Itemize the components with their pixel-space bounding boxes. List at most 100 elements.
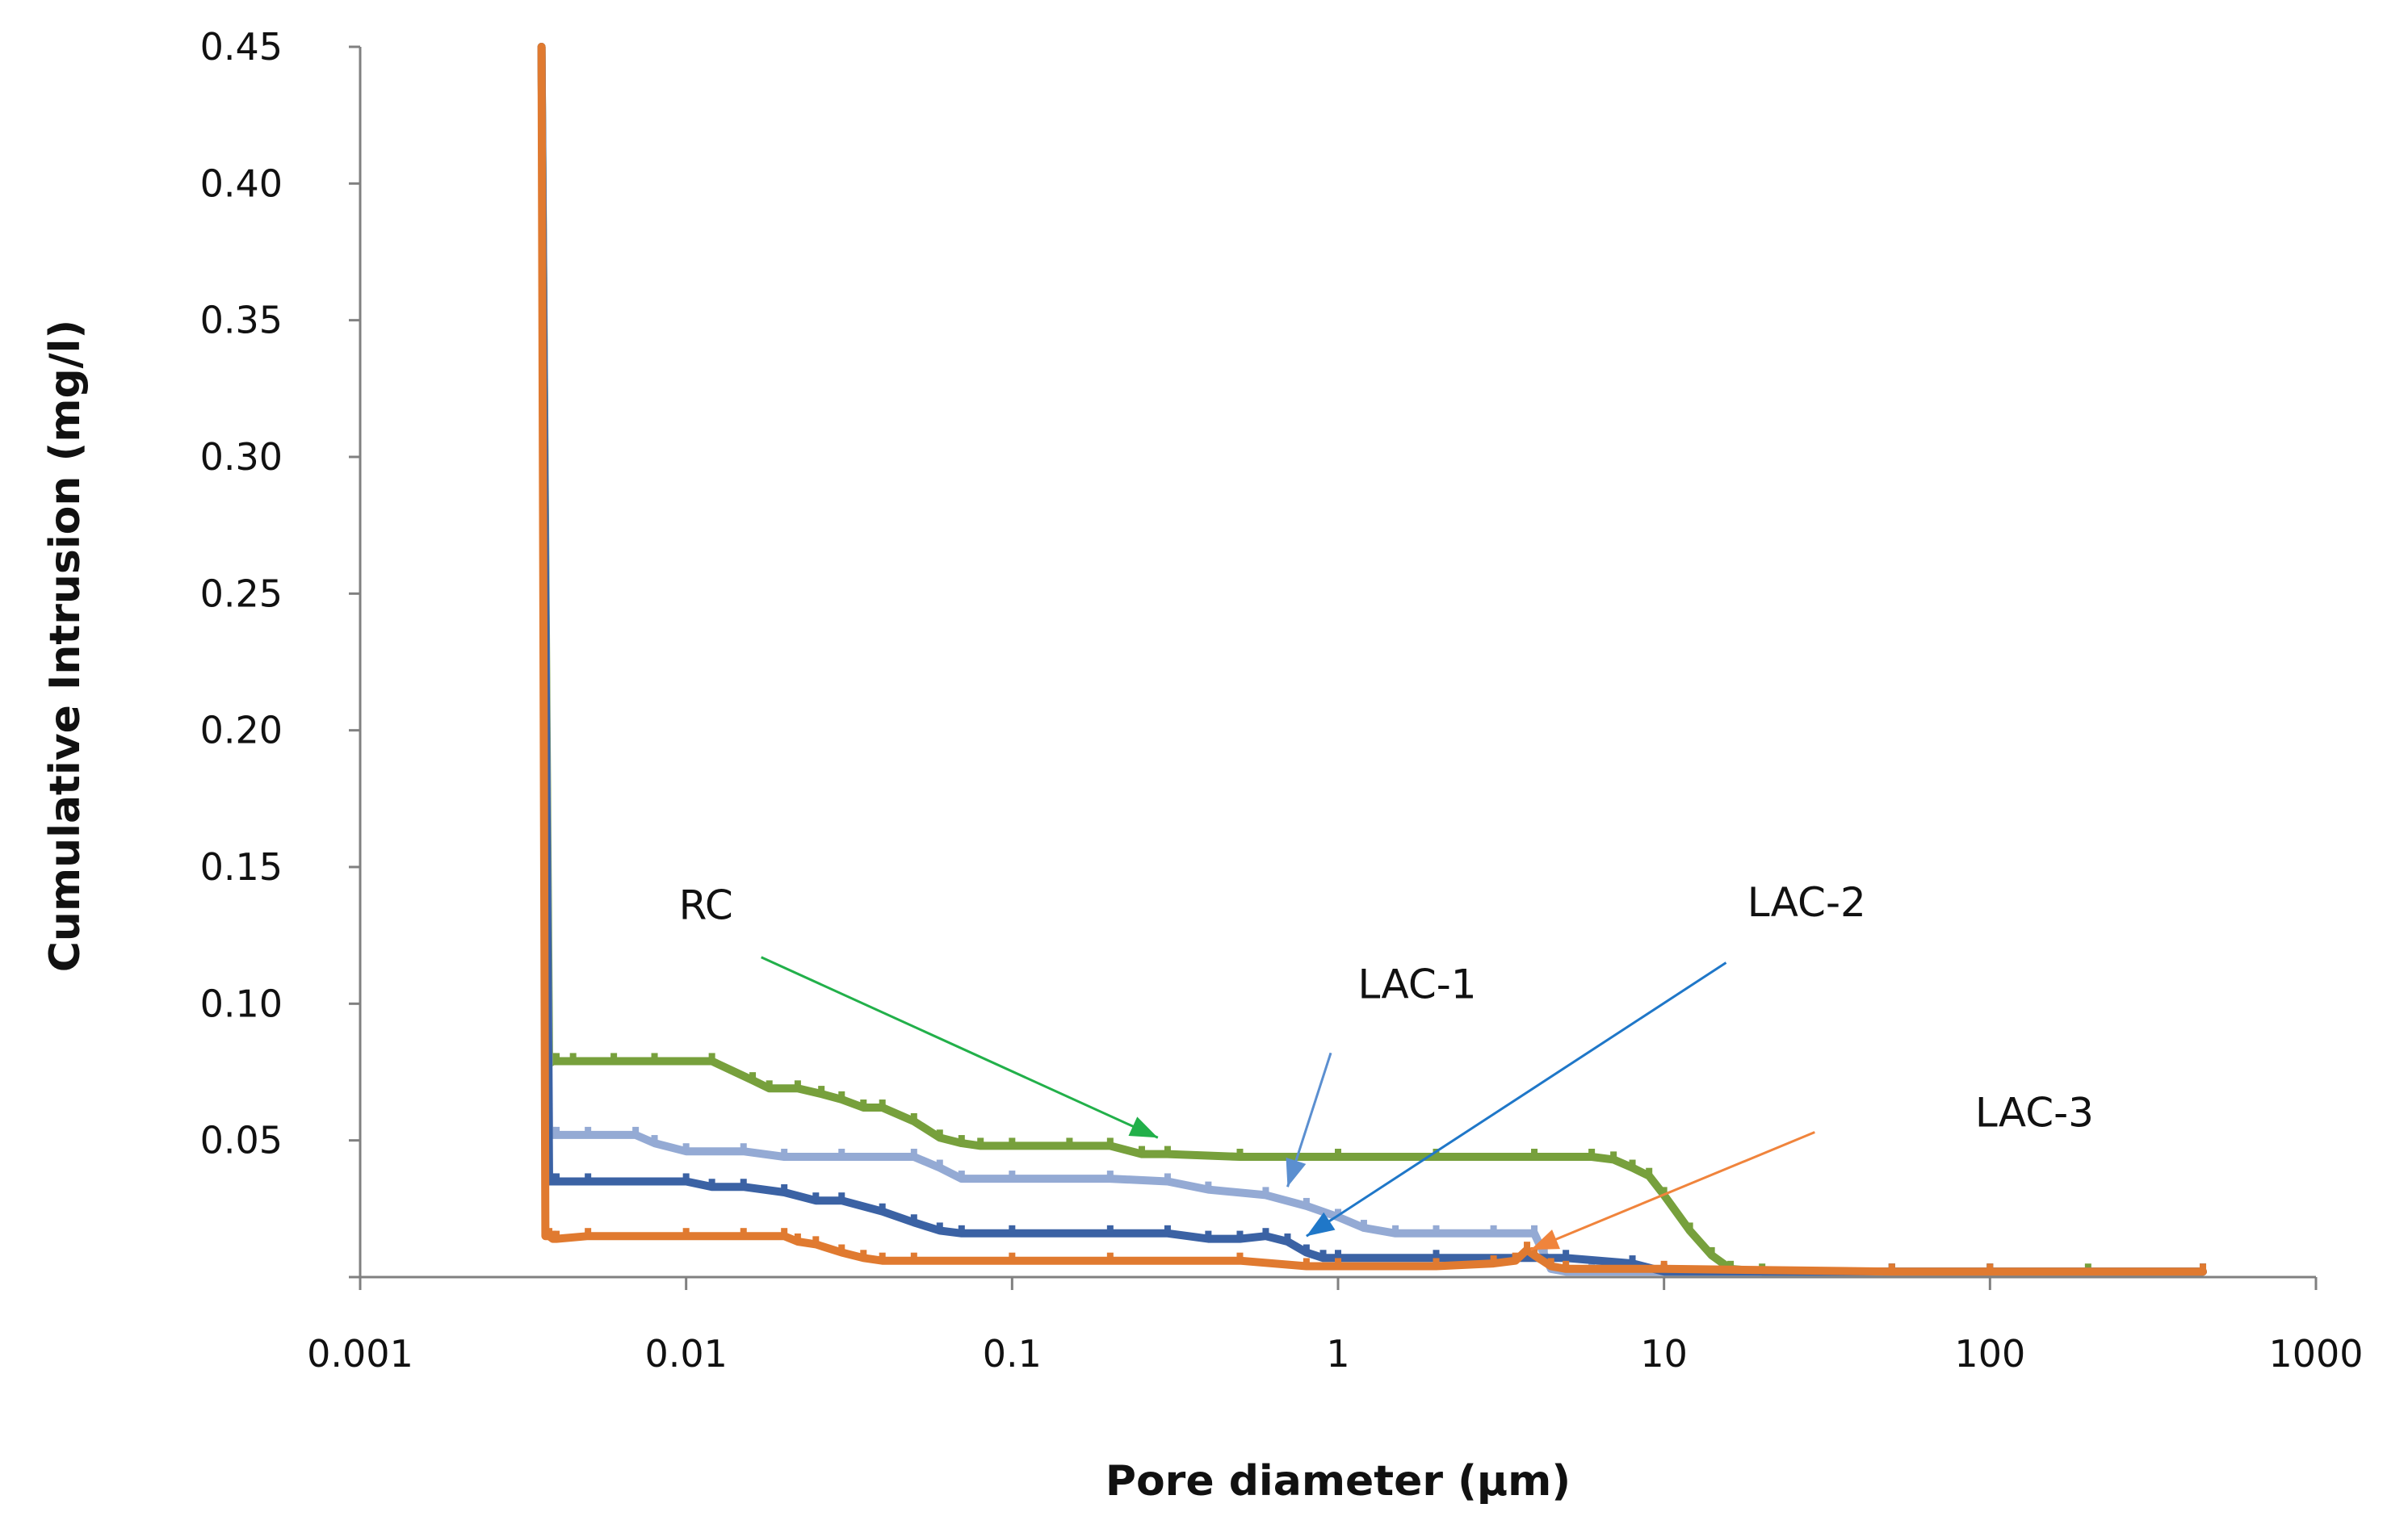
- annotation-lac-1: LAC-1: [1286, 961, 1477, 1187]
- data-point-rc: [1009, 1137, 1016, 1145]
- data-point-lac-2: [1335, 1250, 1341, 1257]
- data-point-lac-2: [553, 1173, 560, 1180]
- y-tick-label: 0.35: [200, 299, 283, 342]
- data-point-rc: [958, 1135, 965, 1142]
- data-point-lac-3: [1490, 1255, 1497, 1263]
- data-point-rc: [1708, 1246, 1715, 1254]
- data-point-lac-2: [740, 1179, 747, 1186]
- data-point-lac-3: [1433, 1258, 1440, 1265]
- data-point-lac-2: [585, 1173, 592, 1180]
- data-point-lac-2: [812, 1192, 820, 1200]
- data-point-lac-1: [958, 1171, 965, 1178]
- y-axis: 0.05 0.10 0.15 0.20 0.25 0.30 0.35 0.40 0.45: [200, 25, 362, 1279]
- annotation-label-rc: RC: [679, 882, 733, 928]
- data-point-rc: [1236, 1148, 1244, 1155]
- annotation-arrow-lac-2: [1306, 961, 1727, 1238]
- data-point-rc: [1588, 1148, 1596, 1155]
- annotation-arrowhead-lac-2: [1306, 1212, 1336, 1237]
- data-point-lac-3: [1563, 1260, 1570, 1267]
- data-point-lac-3: [879, 1252, 886, 1259]
- data-point-lac-2: [936, 1222, 943, 1229]
- data-point-rc: [1531, 1148, 1538, 1155]
- data-point-rc: [569, 1053, 577, 1060]
- data-point-lac-3: [812, 1236, 820, 1243]
- data-point-lac-3: [1986, 1263, 1994, 1271]
- data-point-rc: [1686, 1222, 1693, 1229]
- data-point-rc: [708, 1053, 715, 1060]
- data-point-lac-2: [1319, 1250, 1327, 1257]
- data-point-lac-2: [958, 1225, 965, 1232]
- data-point-rc: [794, 1080, 801, 1087]
- data-point-lac-3: [794, 1233, 801, 1240]
- data-point-rc: [1106, 1137, 1114, 1145]
- data-point-rc: [1660, 1187, 1668, 1194]
- data-point-lac-2: [1205, 1230, 1212, 1238]
- x-tick-label: 0.1: [983, 1332, 1042, 1376]
- data-point-rc: [860, 1099, 867, 1107]
- data-point-rc: [838, 1091, 845, 1098]
- annotation-lac-2: LAC-2: [1306, 879, 1866, 1238]
- data-point-lac-1: [910, 1148, 917, 1155]
- data-point-lac-3: [1547, 1258, 1554, 1265]
- data-point-rc: [1727, 1260, 1735, 1267]
- data-point-lac-1: [682, 1143, 690, 1150]
- data-point-lac-2: [1629, 1255, 1636, 1263]
- data-point-lac-3: [1660, 1260, 1668, 1267]
- data-point-lac-2: [1433, 1250, 1440, 1257]
- annotation-arrowhead-lac-3: [1530, 1229, 1560, 1250]
- data-point-lac-1: [1392, 1225, 1399, 1232]
- data-point-lac-3: [910, 1252, 917, 1259]
- data-point-lac-3: [585, 1228, 592, 1235]
- data-point-rc: [651, 1053, 658, 1060]
- data-point-rc: [749, 1072, 757, 1079]
- data-point-lac-3: [549, 1230, 556, 1238]
- data-point-lac-3: [2200, 1263, 2207, 1271]
- data-point-rc: [879, 1099, 886, 1107]
- data-point-rc: [936, 1129, 943, 1137]
- data-point-lac-3: [1512, 1252, 1519, 1259]
- data-point-rc: [1610, 1151, 1617, 1158]
- x-tick-label: 0.01: [644, 1332, 727, 1376]
- data-point-lac-2: [708, 1179, 715, 1186]
- data-point-lac-1: [838, 1148, 845, 1155]
- data-point-lac-1: [632, 1126, 640, 1133]
- data-point-lac-3: [860, 1250, 867, 1257]
- data-point-lac-1: [585, 1126, 592, 1133]
- data-point-lac-1: [1205, 1181, 1212, 1188]
- data-point-rc: [610, 1053, 618, 1060]
- annotation-arrowhead-lac-1: [1286, 1157, 1307, 1187]
- data-point-rc: [1066, 1137, 1073, 1145]
- data-point-rc: [766, 1080, 773, 1087]
- data-point-lac-3: [1335, 1258, 1341, 1265]
- data-point-lac-1: [1009, 1171, 1016, 1178]
- data-point-lac-1: [1433, 1225, 1440, 1232]
- data-point-lac-2: [549, 1173, 556, 1180]
- data-point-rc: [553, 1053, 560, 1060]
- data-point-lac-2: [1303, 1244, 1310, 1251]
- annotation-label-lac-2: LAC-2: [1747, 879, 1866, 926]
- data-point-lac-1: [781, 1148, 788, 1155]
- data-point-lac-3: [1888, 1263, 1895, 1271]
- x-tick-label: 100: [1954, 1332, 2025, 1376]
- annotation-label-lac-1: LAC-1: [1358, 961, 1477, 1008]
- x-axis: 0.001 0.01 0.1 1 10 100 1000: [307, 1275, 2364, 1376]
- series-line-lac-3: [537, 43, 2207, 1276]
- data-point-lac-2: [838, 1192, 845, 1200]
- data-point-rc: [977, 1137, 984, 1145]
- x-tick-label: 1000: [2268, 1332, 2363, 1376]
- data-point-lac-1: [1531, 1225, 1538, 1232]
- data-point-lac-3: [1531, 1246, 1538, 1254]
- data-point-lac-2: [1262, 1228, 1269, 1235]
- data-point-lac-2: [1164, 1225, 1171, 1232]
- data-point-lac-1: [1262, 1187, 1269, 1194]
- data-point-lac-2: [781, 1184, 788, 1192]
- y-ticks: 0.05 0.10 0.15 0.20 0.25 0.30 0.35 0.40 0.45: [200, 25, 360, 1279]
- data-point-lac-3: [546, 1228, 553, 1235]
- annotation-arrow-lac-3: [1530, 1131, 1815, 1251]
- y-tick-label: 0.45: [200, 25, 283, 69]
- data-point-rc: [1164, 1146, 1171, 1153]
- data-point-lac-3: [781, 1228, 788, 1235]
- x-tick-label: 0.001: [307, 1332, 413, 1376]
- x-axis-title: Pore diameter (µm): [1105, 1457, 1571, 1506]
- y-tick-label: 0.15: [200, 845, 283, 889]
